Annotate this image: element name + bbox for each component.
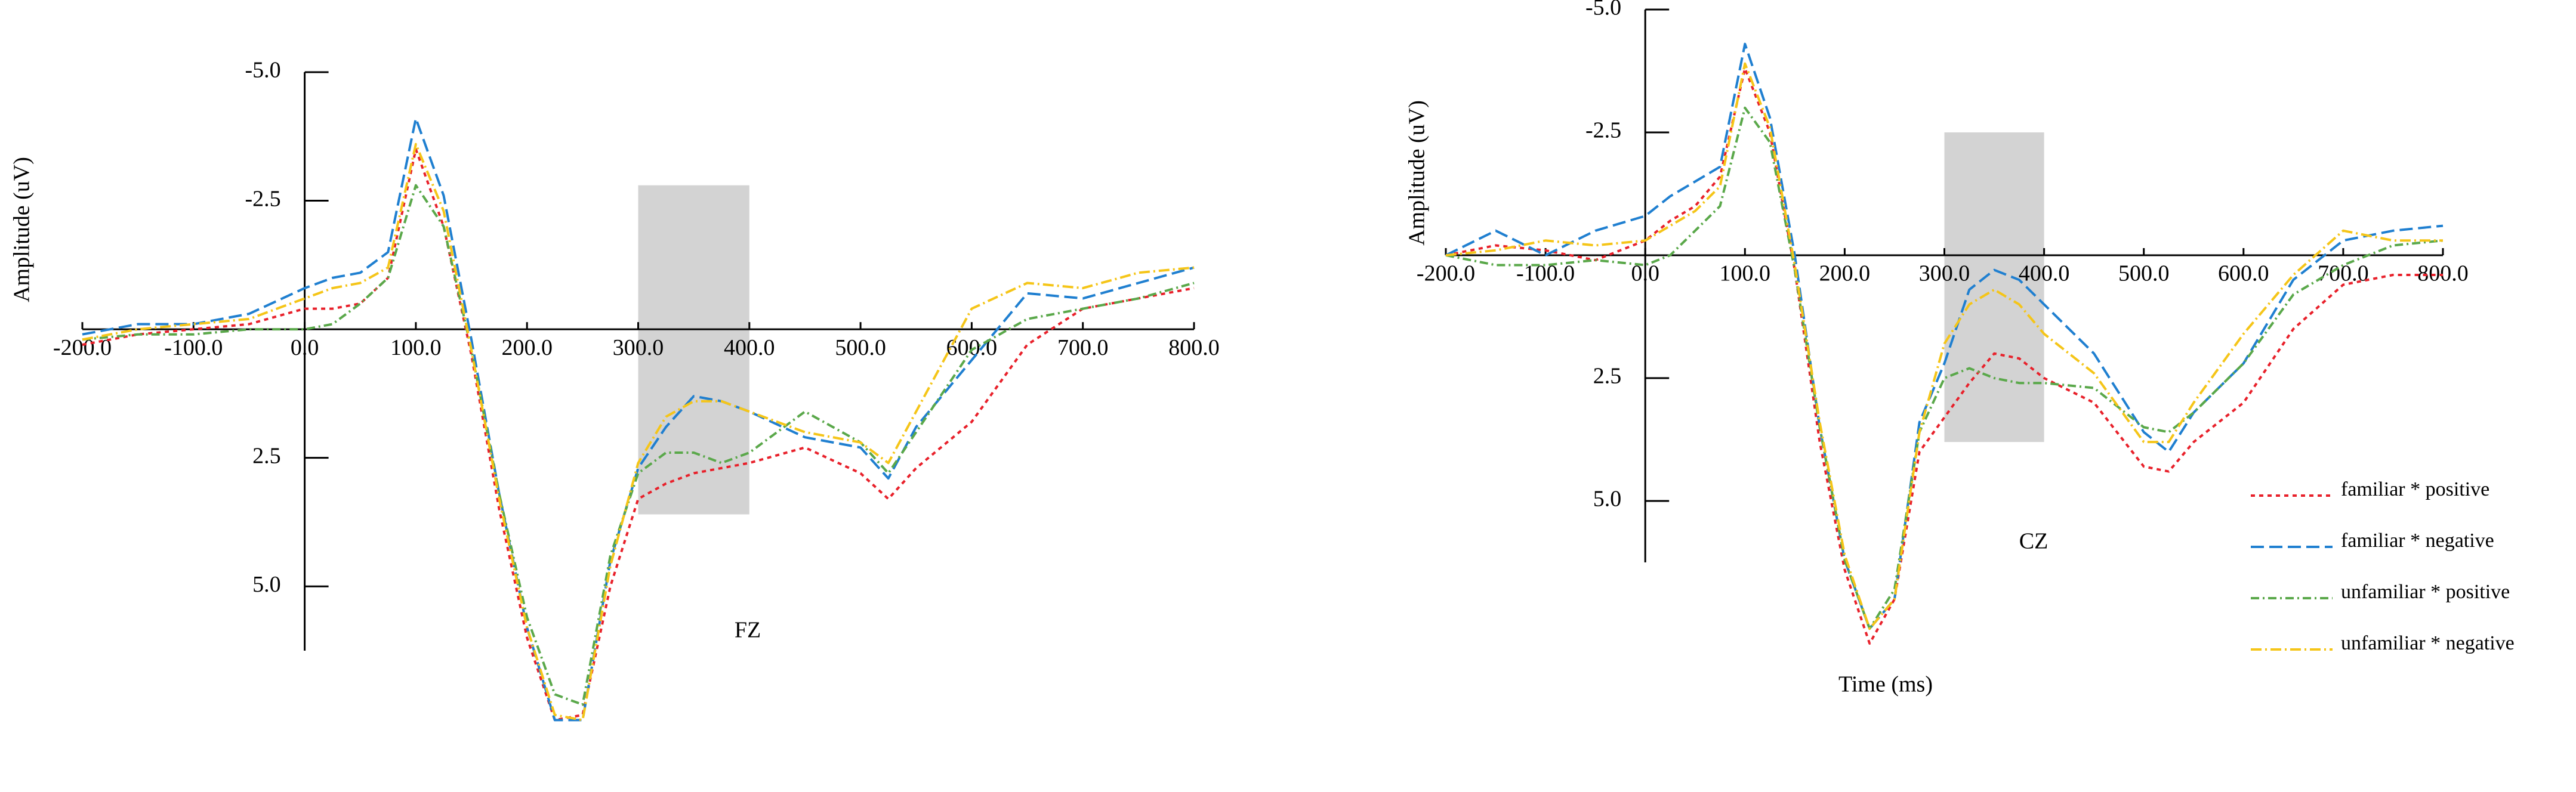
y-tick-label: 2.5 [252,443,281,468]
erp-line [82,184,1195,706]
panel-title: CZ [2019,529,2049,554]
x-tick-label: 600.0 [2218,261,2269,286]
legend-label: familiar * negative [2341,530,2494,552]
x-tick-label: 800.0 [2417,261,2469,286]
x-tick-label: 500.0 [2118,261,2170,286]
y-tick-label: -5.0 [245,58,280,83]
y-tick-label: -2.5 [245,186,280,211]
x-tick-label: 700.0 [1057,335,1109,360]
x-tick-label: 300.0 [1919,261,1970,286]
y-tick-label: -2.5 [1585,118,1621,143]
analysis-window [1944,132,2044,443]
x-tick-label: 500.0 [835,335,886,360]
x-tick-label: -100.0 [164,335,223,360]
x-tick-label: 200.0 [1819,261,1871,286]
legend-label: unfamiliar * negative [2341,632,2515,654]
x-axis-label: Time (ms) [1838,672,1933,697]
panel-title: FZ [735,618,761,643]
erp-line [1445,106,2444,630]
y-axis-label: Amplitude (uV) [10,157,35,302]
y-tick-label: 5.0 [252,572,281,597]
x-tick-label: 400.0 [724,335,775,360]
erp-line [82,143,1195,722]
y-axis-label: Amplitude (uV) [1405,100,1430,246]
y-tick-label: 2.5 [1593,364,1622,389]
x-tick-label: 0.0 [291,335,319,360]
x-tick-label: -100.0 [1516,261,1575,286]
x-tick-label: 800.0 [1168,335,1220,360]
erp-line [1445,67,2443,645]
x-tick-label: -200.0 [1417,261,1475,286]
x-tick-label: 300.0 [613,335,664,360]
erp-line [1445,62,2443,630]
x-tick-label: 200.0 [501,335,553,360]
legend-label: familiar * positive [2341,478,2489,500]
x-tick-label: 100.0 [390,335,442,360]
x-tick-label: 100.0 [1720,261,1771,286]
legend-label: unfamiliar * positive [2341,581,2510,603]
y-tick-label: -5.0 [1585,0,1621,20]
y-tick-label: 5.0 [1593,487,1622,512]
x-tick-label: 400.0 [2019,261,2070,286]
